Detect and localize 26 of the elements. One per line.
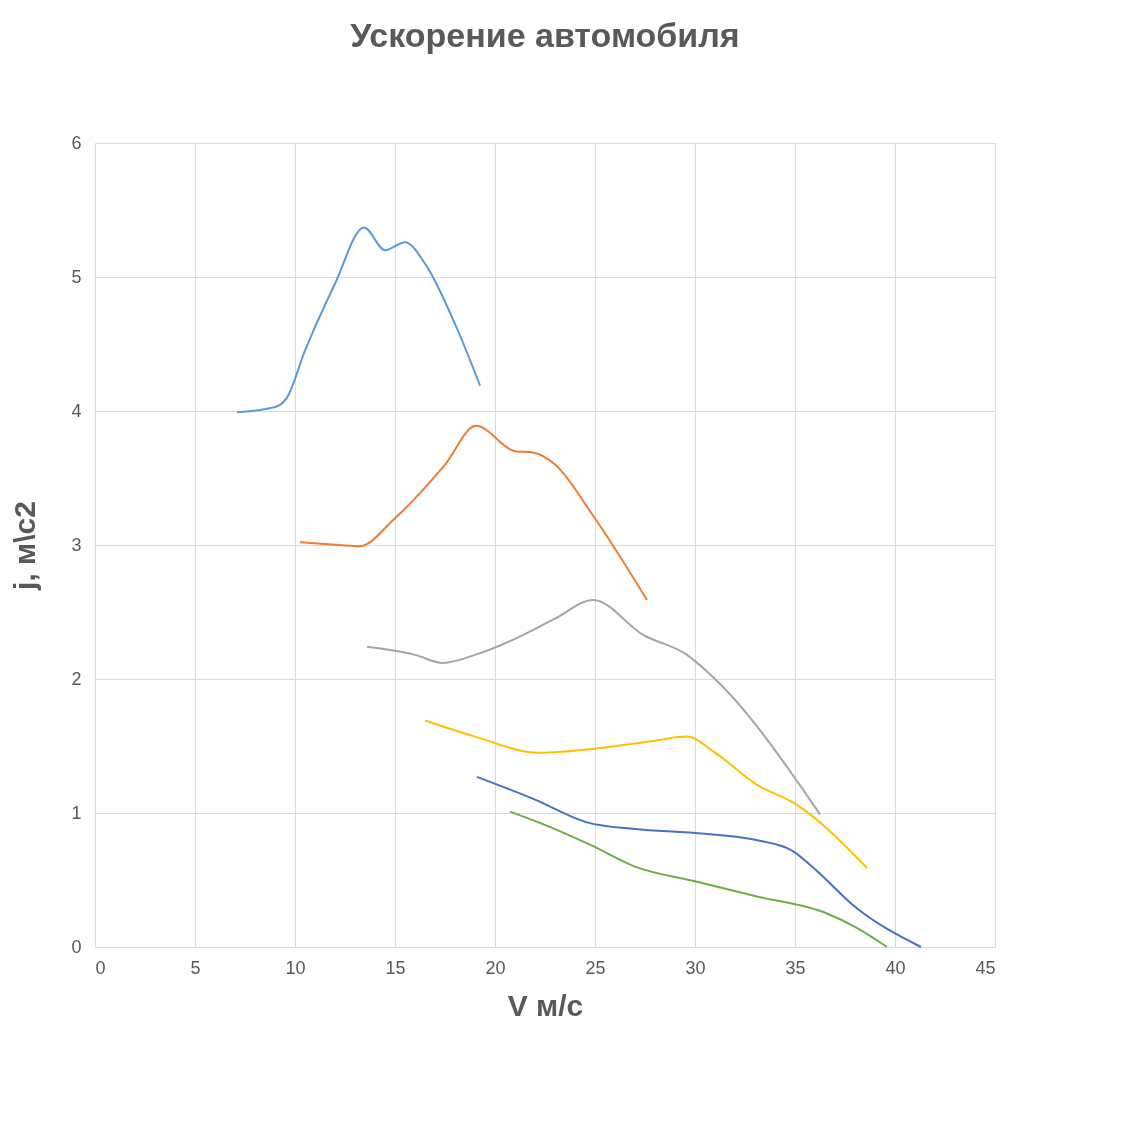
x-tick-label: 10 [285, 957, 306, 978]
y-tick-label: 2 [71, 668, 82, 689]
line-series [366, 598, 821, 816]
line-series [476, 775, 922, 948]
line-series [509, 810, 888, 948]
line-series [236, 226, 481, 414]
x-tick-label: 30 [685, 957, 706, 978]
chart-title: Ускорение автомобиля [350, 16, 740, 54]
y-tick-label: 3 [71, 534, 82, 555]
x-tick-label: 0 [95, 957, 106, 978]
line-series [299, 424, 648, 601]
line-series [424, 719, 868, 869]
y-tick-label: 5 [71, 266, 82, 287]
x-tick-label: 35 [785, 957, 806, 978]
y-tick-label: 1 [71, 802, 82, 823]
x-tick-label: 20 [485, 957, 506, 978]
x-tick-label: 25 [585, 957, 606, 978]
y-tick-label: 0 [71, 936, 82, 957]
y-axis-title: j, м\с2 [8, 501, 42, 591]
x-tick-label: 5 [190, 957, 201, 978]
y-tick-label: 6 [71, 132, 82, 153]
x-tick-label: 15 [385, 957, 406, 978]
x-axis-title: V м/с [507, 988, 584, 1022]
y-tick-label: 4 [71, 400, 82, 421]
x-tick-label: 45 [975, 957, 996, 978]
x-tick-label: 40 [885, 957, 906, 978]
